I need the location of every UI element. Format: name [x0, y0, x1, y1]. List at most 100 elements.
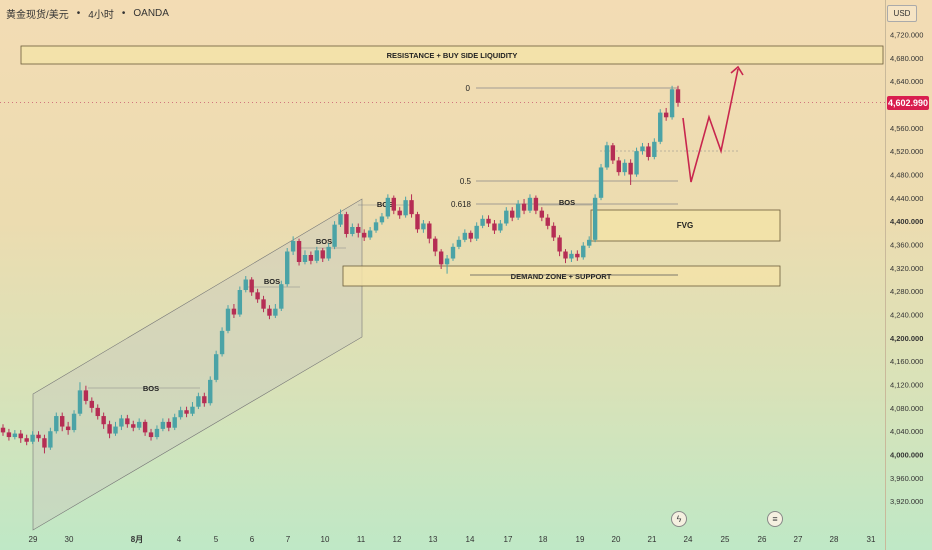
candle-body	[361, 232, 367, 238]
candle-body	[42, 438, 47, 448]
candle-body	[551, 225, 556, 238]
candle-body	[563, 251, 568, 259]
candle-body	[178, 410, 183, 418]
lightning-event-icon[interactable]: ϟ	[671, 511, 687, 527]
candle-body	[403, 200, 408, 216]
candle-body	[125, 418, 130, 425]
y-tick-label: 4,240.000	[890, 311, 923, 320]
candle-body	[598, 167, 604, 198]
candle-body	[498, 223, 503, 231]
projection-path	[682, 68, 739, 183]
candle-body	[196, 396, 201, 407]
us-flag-event-icon[interactable]: ≡	[767, 511, 783, 527]
candle-body	[415, 214, 420, 230]
candle-body	[409, 200, 414, 215]
price-axis-divider	[885, 0, 886, 550]
x-tick-label: 17	[504, 535, 513, 544]
currency-button[interactable]: USD	[887, 5, 917, 22]
y-tick-label: 4,360.000	[890, 240, 923, 249]
candle-body	[539, 210, 545, 218]
candle-body	[148, 432, 154, 438]
fvg-zone	[590, 209, 781, 242]
candle-body	[71, 413, 77, 431]
x-tick-label: 28	[830, 535, 839, 544]
candle-body	[131, 424, 136, 428]
x-tick-label: 7	[286, 535, 291, 544]
resistance-zone-label: RESISTANCE + BUY SIDE LIQUIDITY	[387, 51, 518, 60]
bos-label: BOS	[264, 277, 280, 286]
candle-body	[202, 396, 207, 404]
x-tick-label: 6	[250, 535, 255, 544]
candle-body	[350, 226, 355, 234]
candle-body	[480, 218, 485, 226]
candle-body	[243, 279, 248, 291]
fib-0-label: 0	[466, 84, 471, 93]
candle-body	[492, 223, 497, 231]
candle-body	[379, 216, 385, 223]
candle-body	[101, 416, 106, 425]
candle-body	[184, 410, 189, 414]
candle-body	[367, 230, 373, 238]
candle-body	[640, 146, 645, 152]
projection-arrowhead	[730, 65, 744, 76]
candle-body	[48, 431, 53, 448]
bos-label: BOS	[143, 384, 159, 393]
y-tick-label: 4,200.000	[890, 334, 923, 343]
y-tick-label: 4,320.000	[890, 264, 923, 273]
candle-body	[142, 421, 148, 433]
candle-body	[119, 418, 124, 427]
candle-body	[421, 223, 426, 230]
candle-body	[450, 246, 456, 259]
x-tick-label: 29	[29, 535, 38, 544]
candle-body	[89, 400, 95, 408]
x-tick-label: 27	[794, 535, 803, 544]
candle-body	[575, 253, 580, 258]
x-tick-label: 30	[65, 535, 74, 544]
interval-label: 4小时	[88, 10, 114, 21]
x-tick-label: 31	[867, 535, 876, 544]
candle-body	[634, 151, 639, 175]
candle-body	[646, 146, 651, 157]
candle-body	[391, 197, 396, 211]
candle-body	[586, 239, 592, 246]
candle-body	[527, 197, 533, 211]
candle-body	[433, 238, 438, 252]
fib-0618-label: 0.618	[451, 200, 472, 209]
candle-body	[320, 250, 325, 259]
y-tick-label: 3,960.000	[890, 474, 923, 483]
resistance-zone	[20, 45, 884, 65]
y-tick-label: 4,680.000	[890, 54, 923, 63]
candle-body	[569, 253, 574, 259]
candle-body	[190, 406, 195, 414]
y-tick-label: 4,440.000	[890, 194, 923, 203]
x-tick-label: 14	[466, 535, 475, 544]
y-tick-label: 4,720.000	[890, 30, 923, 39]
separator-dot: •	[76, 8, 81, 19]
symbol-header[interactable]: 黄金现货/美元 • 4小时 • OANDA	[6, 6, 169, 21]
candle-body	[0, 427, 6, 433]
fvg-label: FVG	[677, 221, 693, 230]
candle-body	[545, 217, 550, 226]
candle-body	[208, 379, 213, 404]
x-tick-label: 12	[393, 535, 402, 544]
candle-body	[581, 245, 586, 258]
candle-body	[6, 432, 12, 438]
candle-body	[225, 308, 231, 331]
candle-body	[279, 284, 284, 309]
y-tick-label: 4,160.000	[890, 357, 923, 366]
candle-body	[77, 390, 83, 414]
candle-body	[344, 214, 349, 234]
candle-body	[456, 239, 462, 247]
x-tick-label: 18	[539, 535, 548, 544]
candle-body	[504, 210, 509, 224]
candle-body	[462, 232, 468, 240]
x-tick-label: 11	[357, 535, 366, 544]
candle-body	[515, 203, 521, 218]
candle-body	[302, 254, 308, 262]
candle-body	[237, 290, 243, 315]
candle-body	[290, 240, 296, 252]
candle-body	[65, 426, 71, 431]
candle-body	[24, 438, 29, 442]
